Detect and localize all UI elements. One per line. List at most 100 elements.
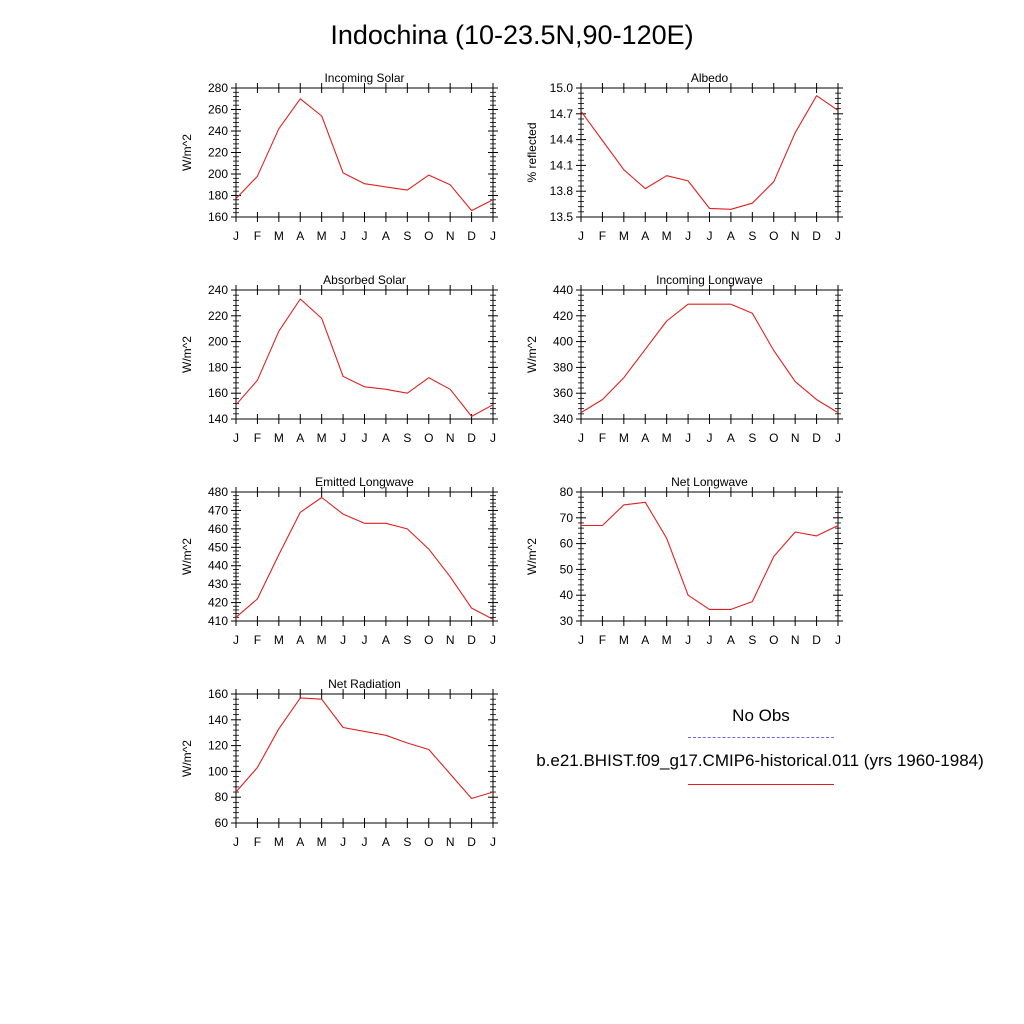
y-tick-label: 440: [553, 283, 573, 297]
x-tick-label: O: [769, 431, 778, 445]
x-tick-label: M: [317, 431, 327, 445]
y-tick-label: 13.8: [550, 184, 574, 198]
panel-title: Net Radiation: [328, 677, 401, 691]
x-tick-label: J: [685, 229, 691, 243]
x-tick-label: M: [317, 229, 327, 243]
x-tick-label: N: [446, 431, 455, 445]
x-tick-label: J: [685, 431, 691, 445]
page-title: Indochina (10-23.5N,90-120E): [330, 20, 694, 50]
y-axis-label: W/m^2: [180, 740, 194, 777]
y-tick-label: 160: [208, 687, 228, 701]
x-tick-label: M: [619, 633, 629, 647]
y-axis-label: W/m^2: [525, 336, 539, 373]
x-tick-label: J: [340, 835, 346, 849]
y-tick-label: 200: [208, 167, 228, 181]
chart-panel: Albedo % reflected 13.5 13.8 14.1 14.4 14.7 15.…: [525, 71, 843, 243]
x-tick-label: J: [835, 633, 841, 647]
y-tick-label: 420: [553, 309, 573, 323]
x-tick-label: J: [233, 633, 239, 647]
x-tick-label: M: [619, 229, 629, 243]
x-tick-label: A: [296, 229, 304, 243]
x-tick-label: J: [685, 633, 691, 647]
y-axis-label: W/m^2: [180, 134, 194, 171]
series-line: [235, 298, 494, 417]
x-tick-label: M: [662, 633, 672, 647]
x-tick-label: A: [382, 633, 390, 647]
x-tick-label: M: [662, 229, 672, 243]
y-tick-label: 80: [560, 485, 574, 499]
x-tick-label: F: [599, 633, 606, 647]
y-tick-label: 240: [208, 124, 228, 138]
y-tick-label: 14.7: [550, 107, 574, 121]
x-tick-label: J: [340, 431, 346, 445]
y-tick-label: 360: [553, 386, 573, 400]
x-tick-label: N: [446, 229, 455, 243]
x-tick-label: J: [490, 835, 496, 849]
x-tick-label: N: [791, 229, 800, 243]
x-tick-label: M: [274, 835, 284, 849]
plot-frame: [580, 491, 839, 622]
y-tick-label: 140: [208, 412, 228, 426]
x-tick-label: S: [403, 431, 411, 445]
x-tick-label: J: [233, 229, 239, 243]
panel-title: Net Longwave: [671, 475, 748, 489]
x-tick-label: J: [490, 633, 496, 647]
y-tick-label: 60: [215, 816, 229, 830]
y-tick-label: 140: [208, 713, 228, 727]
y-axis-label: W/m^2: [180, 538, 194, 575]
y-tick-label: 340: [553, 412, 573, 426]
x-tick-label: M: [274, 229, 284, 243]
y-tick-label: 160: [208, 210, 228, 224]
x-tick-label: O: [424, 835, 433, 849]
x-tick-label: N: [791, 633, 800, 647]
x-tick-label: J: [340, 633, 346, 647]
x-tick-label: J: [835, 229, 841, 243]
y-tick-label: 180: [208, 189, 228, 203]
x-tick-label: N: [446, 835, 455, 849]
plot-frame: [235, 289, 494, 420]
y-tick-label: 470: [208, 503, 228, 517]
y-tick-label: 420: [208, 596, 228, 610]
x-tick-label: J: [340, 229, 346, 243]
y-tick-label: 180: [208, 360, 228, 374]
panel-title: Albedo: [691, 71, 729, 85]
x-tick-label: O: [769, 633, 778, 647]
x-tick-label: O: [424, 431, 433, 445]
x-tick-label: S: [748, 229, 756, 243]
x-tick-label: A: [727, 229, 735, 243]
series-line: [235, 697, 494, 800]
plot-frame: [235, 491, 494, 622]
y-tick-label: 14.4: [550, 133, 574, 147]
x-tick-label: O: [769, 229, 778, 243]
x-tick-label: S: [748, 431, 756, 445]
x-tick-label: J: [233, 835, 239, 849]
panel-title: Incoming Solar: [324, 71, 404, 85]
x-tick-label: J: [578, 431, 584, 445]
x-tick-label: M: [662, 431, 672, 445]
y-tick-label: 400: [553, 335, 573, 349]
series-line: [235, 496, 494, 620]
panel-title: Emitted Longwave: [315, 475, 414, 489]
y-tick-label: 450: [208, 540, 228, 554]
x-tick-label: M: [317, 633, 327, 647]
plot-frame: [235, 87, 494, 218]
y-tick-label: 30: [560, 614, 574, 628]
y-tick-label: 220: [208, 146, 228, 160]
x-tick-label: D: [467, 835, 476, 849]
x-tick-label: A: [727, 431, 735, 445]
x-tick-label: J: [578, 229, 584, 243]
y-tick-label: 440: [208, 559, 228, 573]
y-tick-label: 460: [208, 522, 228, 536]
y-tick-label: 14.1: [550, 158, 574, 172]
panel-title: Absorbed Solar: [323, 273, 406, 287]
x-tick-label: D: [467, 431, 476, 445]
x-tick-label: J: [707, 431, 713, 445]
y-tick-label: 280: [208, 81, 228, 95]
y-tick-label: 70: [560, 511, 574, 525]
x-tick-label: F: [254, 431, 261, 445]
x-tick-label: J: [233, 431, 239, 445]
y-axis-label: % reflected: [525, 122, 539, 182]
series-line: [235, 98, 494, 212]
x-tick-label: A: [641, 633, 649, 647]
